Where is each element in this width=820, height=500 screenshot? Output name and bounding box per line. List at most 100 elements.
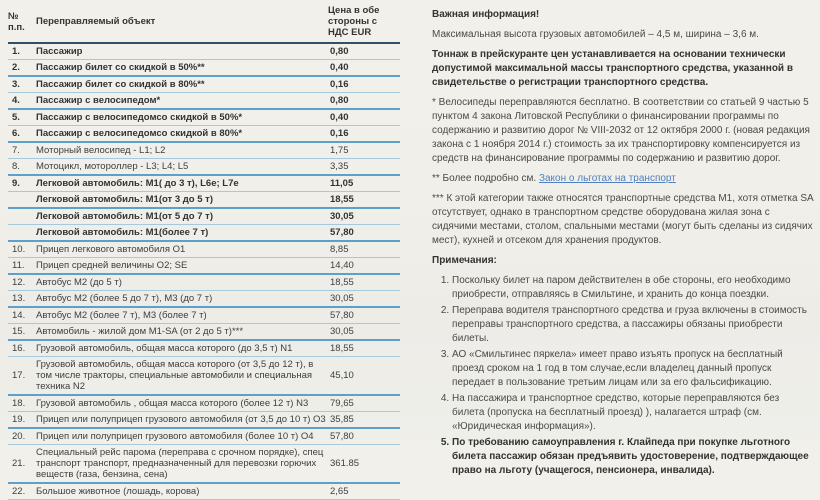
row-price: 0,16 — [330, 79, 349, 90]
row-price: 0,80 — [330, 46, 349, 57]
row-price: 30,05 — [330, 211, 354, 222]
note-item: Переправа водителя транспортного средств… — [452, 304, 814, 346]
row-object: Автомобиль - жилой дом М1-SA (от 2 до 5 … — [36, 326, 244, 337]
row-number: 9. — [12, 178, 20, 189]
table-row: 20. Прицеп или полуприцеп грузового автом… — [8, 428, 400, 445]
row-number: 11. — [12, 260, 25, 271]
max-dimensions-text: Максимальная высота грузовых автомобилей… — [432, 29, 759, 40]
row-price: 30,05 — [330, 293, 354, 304]
row-number: 13. — [12, 293, 26, 304]
row-object: Автобус М2 (более 5 до 7 т), М3 (до 7 т) — [36, 293, 213, 304]
row-number: 15. — [12, 326, 26, 337]
bicycles-note-text: * Велосипеды переправляются бесплатно. В… — [432, 97, 810, 164]
notes-title: Примечания: — [432, 255, 497, 266]
row-object: Пассажир с велосипедом* — [36, 95, 161, 106]
transport-benefits-link[interactable]: Закон о льготах на транспорт — [538, 173, 676, 184]
row-price: 35,85 — [330, 414, 354, 425]
row-number: 7. — [12, 145, 20, 156]
table-row: 2. Пассажир билет со скидкой в 50%** 0,40 — [8, 60, 400, 76]
row-object: Легковой автомобиль: М1( до 3 т), L6e; L… — [36, 178, 239, 189]
row-price: 3,35 — [330, 161, 349, 172]
row-object: Мотоцикл, мотороллер - L3; L4; L5 — [36, 161, 189, 172]
table-row: Легковой автомобиль: М1(более 7 т) 57,80 — [8, 225, 400, 242]
row-number: 5. — [12, 112, 20, 123]
note-item: По требованию самоуправления г. Клайпеда… — [452, 436, 814, 478]
row-number — [8, 192, 36, 209]
row-object: Пассажир билет со скидкой в 80%** — [36, 79, 205, 90]
table-row: Легковой автомобиль: М1(от 5 до 7 т) 30,0… — [8, 208, 400, 225]
more-info-prefix: ** Более подробно см. — [432, 173, 539, 184]
row-price: 18,55 — [330, 277, 354, 288]
notes-list: Поскольку билет на паром действителен в … — [432, 274, 814, 478]
row-number: 21. — [12, 458, 26, 469]
row-object: Легковой автомобиль: М1(от 3 до 5 т) — [36, 194, 213, 205]
ferry-price-page: № п.п. Переправляемый объект Цена в обе … — [0, 0, 820, 440]
row-price: 361.85 — [330, 458, 360, 469]
row-price: 57,80 — [330, 310, 354, 321]
row-price: 79,65 — [330, 398, 354, 409]
table-row: Легковой автомобиль: М1(от 3 до 5 т) 18,5… — [8, 192, 400, 209]
row-object: Пассажир с велосипедомсо скидкой в 80%* — [36, 128, 243, 139]
table-row: 10. Прицеп легкового автомобиля О1 8,85 — [8, 241, 400, 258]
row-price: 18,55 — [330, 194, 354, 205]
row-number: 14. — [12, 310, 26, 321]
row-number — [8, 208, 36, 225]
row-object: Грузовой автомобиль, общая масса которог… — [36, 343, 293, 354]
table-row: 21. Специальный рейс парома (переправа с … — [8, 445, 400, 483]
row-object: Грузовой автомобиль , общая масса которо… — [36, 398, 309, 409]
price-table-body: 1. Пассажир 0,80 2. Пассажир билет со скидко… — [8, 43, 400, 500]
table-header-row: № п.п. Переправляемый объект Цена в обе … — [8, 2, 400, 44]
table-row: 9. Легковой автомобиль: М1( до 3 т), L6e;… — [8, 175, 400, 192]
row-object: Пассажир билет со скидкой в 50%** — [36, 62, 205, 73]
row-price: 0,40 — [330, 112, 349, 123]
row-number: 17. — [12, 370, 26, 381]
row-number: 12. — [12, 277, 26, 288]
table-row: 8. Мотоцикл, мотороллер - L3; L4; L5 3,35 — [8, 159, 400, 175]
row-price: 18,55 — [330, 343, 354, 354]
row-price: 0,16 — [330, 128, 349, 139]
table-row: 6. Пассажир с велосипедомсо скидкой в 80%… — [8, 126, 400, 142]
table-row: 3. Пассажир билет со скидкой в 80%** 0,16 — [8, 76, 400, 93]
row-number: 6. — [12, 128, 20, 139]
table-row: 22. Большое животное (лошадь, корова) 2,65 — [8, 483, 400, 500]
price-table: № п.п. Переправляемый объект Цена в обе … — [8, 2, 400, 500]
row-price: 2,65 — [330, 486, 349, 497]
row-number: 18. — [12, 398, 26, 409]
row-price: 57,80 — [330, 431, 354, 442]
table-row: 7. Моторный велосипед - L1; L2 1,75 — [8, 142, 400, 159]
table-row: 17. Грузовой автомобиль, общая масса кото… — [8, 357, 400, 395]
note-item: Поскольку билет на паром действителен в … — [452, 274, 814, 302]
more-info-line: ** Более подробно см. Закон о льготах на… — [432, 172, 814, 186]
row-object: Моторный велосипед - L1; L2 — [36, 145, 166, 156]
row-number: 4. — [12, 95, 20, 106]
row-object: Легковой автомобиль: М1(более 7 т) — [36, 227, 209, 238]
table-row: 14. Автобус М2 (более 7 т), М3 (более 7 т… — [8, 307, 400, 324]
table-row: 18. Грузовой автомобиль , общая масса кот… — [8, 395, 400, 412]
row-price: 0,40 — [330, 62, 349, 73]
table-row: 4. Пассажир с велосипедом* 0,80 — [8, 93, 400, 109]
table-row: 19. Прицеп или полуприцеп грузового автом… — [8, 412, 400, 428]
table-row: 12. Автобус М2 (до 5 т) 18,55 — [8, 274, 400, 291]
tonnage-rule-text: Тоннаж в прейскуранте цен устанавливаетс… — [432, 49, 794, 88]
row-price: 11,05 — [330, 178, 354, 189]
table-row: 15. Автомобиль - жилой дом М1-SA (от 2 до… — [8, 324, 400, 340]
row-object: Пассажир с велосипедомсо скидкой в 50%* — [36, 112, 243, 123]
row-number: 20. — [12, 431, 26, 442]
row-object: Автобус М2 (более 7 т), М3 (более 7 т) — [36, 310, 207, 321]
row-price: 14,40 — [330, 260, 354, 271]
header-price: Цена в обе стороны с НДС EUR — [328, 2, 400, 44]
row-number: 8. — [12, 161, 20, 172]
row-object: Легковой автомобиль: М1(от 5 до 7 т) — [36, 211, 213, 222]
row-object: Грузовой автомобиль, общая масса которог… — [36, 359, 314, 392]
row-number: 1. — [12, 46, 20, 57]
header-num: № п.п. — [8, 2, 36, 44]
row-price: 0,80 — [330, 95, 349, 106]
header-object: Переправляемый объект — [36, 2, 328, 44]
row-number — [8, 225, 36, 242]
table-row: 5. Пассажир с велосипедомсо скидкой в 50%… — [8, 109, 400, 126]
row-price: 8,85 — [330, 244, 349, 255]
category-note-text: *** К этой категории также относятся тра… — [432, 193, 814, 246]
table-row: 1. Пассажир 0,80 — [8, 43, 400, 60]
row-number: 19. — [12, 414, 26, 425]
row-price: 1,75 — [330, 145, 349, 156]
